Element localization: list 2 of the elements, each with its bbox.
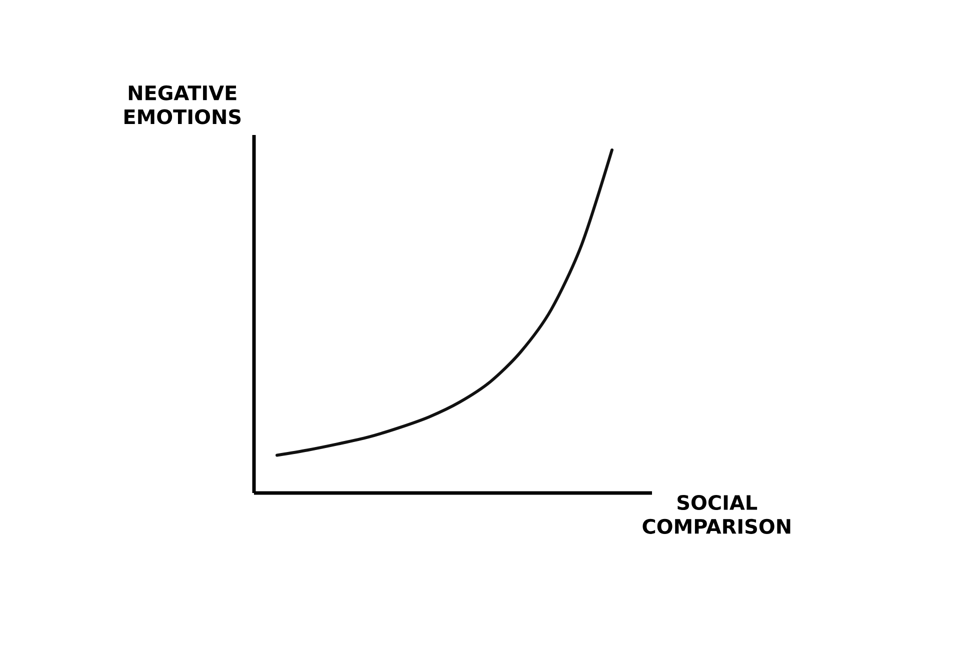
y-axis-title: NEGATIVE EMOTIONS (124, 85, 241, 124)
x-axis-title: SOCIAL COMPARISON (642, 494, 790, 534)
